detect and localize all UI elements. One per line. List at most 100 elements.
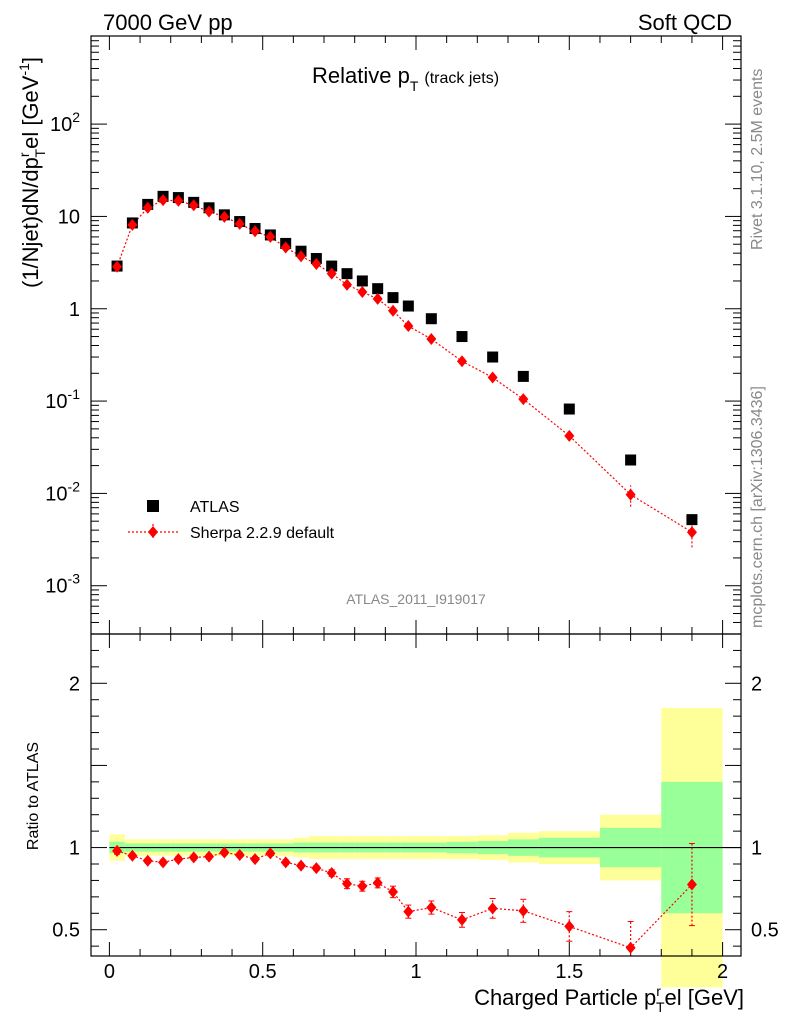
sherpa-point xyxy=(564,429,575,442)
ratio-sherpa-line xyxy=(116,850,693,949)
main-title-note: (track jets) xyxy=(424,70,499,87)
main-y-tick-mantissa: 10 xyxy=(45,391,67,413)
ratio-sherpa-point xyxy=(280,856,291,869)
ratio-sherpa-point xyxy=(250,853,261,866)
main-y-tick-exponent: -3 xyxy=(68,571,81,587)
main-y-tick-label: 10-1 xyxy=(45,386,80,413)
ratio-panel: 0.5 0.5 1 1 2 2 0 0.5 1 1.5 2 xyxy=(52,633,779,988)
sherpa-point xyxy=(518,393,529,406)
main-frame xyxy=(90,35,742,635)
x-tick-label: 0 xyxy=(104,961,115,983)
ratio-sherpa-point xyxy=(518,904,529,917)
main-y-tick-mantissa: 10 xyxy=(50,114,72,136)
sherpa-point xyxy=(487,371,498,384)
sherpa-point xyxy=(219,210,230,223)
main-y-tick-mantissa: 10 xyxy=(45,576,67,598)
ratio-sherpa-point xyxy=(188,851,199,864)
ratio-sherpa-point xyxy=(326,867,337,880)
sherpa-point xyxy=(403,320,414,333)
sherpa-point xyxy=(296,250,307,263)
main-title: Relative pT (track jets) xyxy=(312,63,499,94)
ratio-y-tick-label-right: 0.5 xyxy=(751,920,779,942)
y-label-unit-sup: -1 xyxy=(16,63,32,76)
atlas-point xyxy=(387,292,399,304)
sherpa-point xyxy=(357,285,368,298)
main-y-axis-label: (1/Njet)dN/dprTel [GeV-1] xyxy=(16,57,48,288)
main-y-tick-label: 10-3 xyxy=(45,571,80,598)
ratio-sherpa-point xyxy=(311,862,322,875)
sherpa-point xyxy=(188,199,199,212)
main-title-text: Relative p xyxy=(312,63,410,88)
ratio-sherpa-point xyxy=(342,877,353,890)
ratio-y-tick-label: 2 xyxy=(69,673,80,695)
atlas-point xyxy=(402,300,414,312)
legend-atlas-marker xyxy=(147,500,159,512)
ratio-y-tick-label-right: 1 xyxy=(751,838,762,860)
rivet-label: Rivet 3.1.10, 2.5M events xyxy=(749,69,766,250)
mcplots-label: mcplots.cern.ch [arXiv:1306.3436] xyxy=(749,386,766,628)
sherpa-point xyxy=(686,526,697,539)
sherpa-point xyxy=(426,333,437,346)
atlas-point xyxy=(425,313,437,325)
x-label-sub: T xyxy=(656,999,665,1015)
sherpa-point xyxy=(388,304,399,317)
ratio-sherpa-point xyxy=(564,920,575,933)
ratio-y-tick-label-right: 2 xyxy=(751,673,762,695)
main-y-tick-label: 1 xyxy=(69,299,80,321)
y-label-sup: r xyxy=(16,152,32,157)
atlas-point xyxy=(487,351,499,363)
ratio-sherpa-point xyxy=(625,941,636,954)
main-y-tick-mantissa: 1 xyxy=(69,299,80,321)
ratio-sherpa-point xyxy=(265,847,276,860)
x-label-rest: el [GeV] xyxy=(665,985,744,1010)
ratio-sherpa-point xyxy=(112,844,123,857)
main-y-tick-label: 102 xyxy=(50,109,80,136)
x-label-sup: r xyxy=(656,983,661,999)
ratio-y-tick-label: 1 xyxy=(69,838,80,860)
atlas-point xyxy=(372,283,384,295)
x-tick-label: 2 xyxy=(717,961,728,983)
atlas-point xyxy=(517,370,529,382)
x-axis-label: Charged Particle pr Tel [GeV] xyxy=(474,983,744,1015)
sherpa-point xyxy=(158,194,169,207)
atlas-point xyxy=(326,260,338,272)
main-y-tick-exponent: 2 xyxy=(72,109,80,125)
x-tick-label: 1 xyxy=(410,961,421,983)
atlas-point xyxy=(456,331,468,343)
header-right-label: Soft QCD xyxy=(638,10,732,35)
legend-sherpa-label: Sherpa 2.2.9 default xyxy=(190,525,335,542)
main-y-tick-label: 10-2 xyxy=(45,478,80,505)
sherpa-point xyxy=(326,267,337,280)
x-tick-label: 0.5 xyxy=(249,961,277,983)
x-tick-label: 1.5 xyxy=(555,961,583,983)
atlas-point xyxy=(625,454,637,466)
atlas-point xyxy=(341,268,353,280)
ratio-sherpa-point xyxy=(372,876,383,889)
ratio-sherpa-point xyxy=(357,880,368,893)
main-title-sub: T xyxy=(410,78,419,94)
ratio-sherpa-point xyxy=(219,846,230,859)
ratio-sherpa-point xyxy=(173,853,184,866)
sherpa-point xyxy=(265,230,276,243)
atlas-point xyxy=(563,403,575,415)
sherpa-point xyxy=(342,278,353,291)
atlas-point xyxy=(356,275,368,287)
legend-sherpa-marker xyxy=(148,526,158,538)
sherpa-point xyxy=(173,194,184,207)
ratio-sherpa-point xyxy=(204,850,215,863)
main-y-tick-label: 10 xyxy=(58,206,80,228)
main-y-tick-exponent: -2 xyxy=(68,478,81,494)
header-left-label: 7000 GeV pp xyxy=(103,10,233,35)
sherpa-point xyxy=(234,217,245,230)
sherpa-point xyxy=(204,205,215,218)
ratio-sherpa-point xyxy=(158,856,169,869)
main-y-tick-exponent: -1 xyxy=(68,386,81,402)
y-label-main: (1/Njet)dN/dp xyxy=(18,157,43,288)
sherpa-point xyxy=(127,218,138,231)
ratio-frame xyxy=(90,633,742,957)
ratio-sherpa-point xyxy=(403,905,414,918)
main-y-tick-mantissa: 10 xyxy=(45,483,67,505)
